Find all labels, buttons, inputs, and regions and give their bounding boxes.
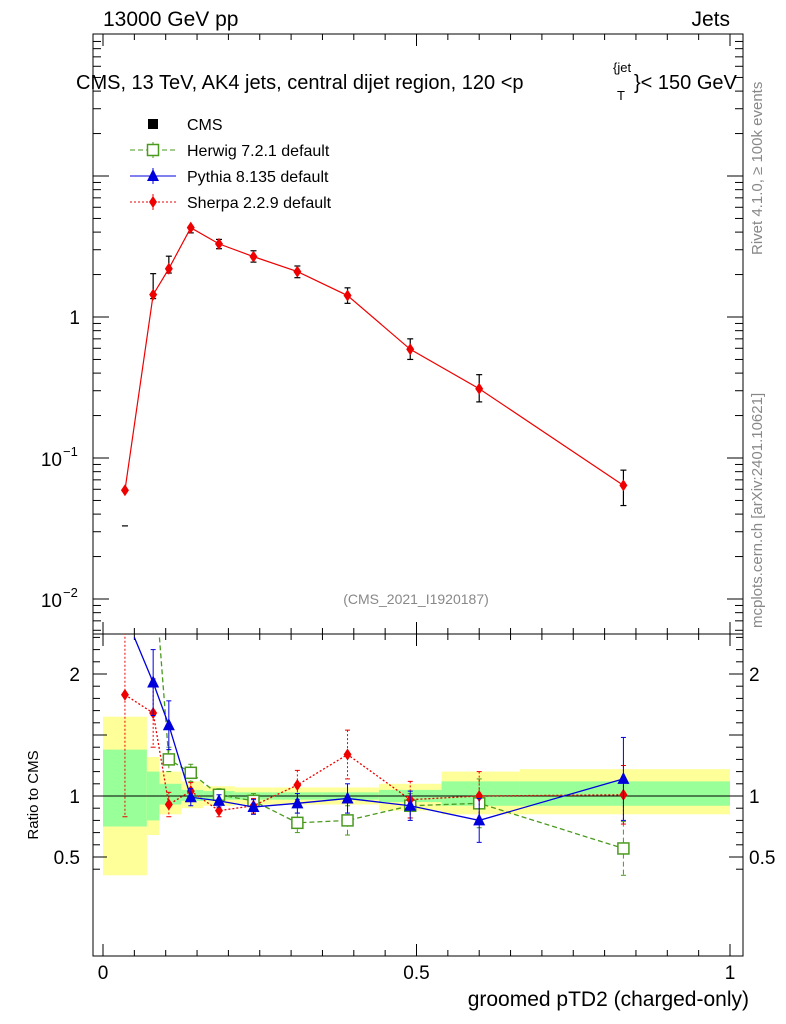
chart-title-subscript: T (617, 88, 625, 103)
y-tick-label: 10 (41, 450, 62, 471)
pythia-ratio-point (291, 796, 304, 809)
legend: CMS Herwig 7.2.1 default Pythia 8.135 defa… (130, 117, 332, 212)
sherpa-ratio-point (475, 790, 484, 802)
pythia-ratio-point (162, 718, 175, 731)
ratio-y-tick-label-right: 1 (749, 787, 760, 808)
upper-series (120, 221, 628, 527)
legend-label: Pythia 8.135 default (187, 169, 329, 186)
legend-marker (148, 119, 158, 129)
mcplots-label: mcplots.cern.ch [arXiv:2401.10621] (749, 393, 766, 628)
rivet-version-label: Rivet 4.1.0, ≥ 100k events (749, 82, 766, 255)
chart-title: CMS, 13 TeV, AK4 jets, central dijet reg… (76, 72, 524, 94)
legend-marker (149, 196, 157, 208)
legend-label: CMS (187, 117, 223, 134)
sherpa-point (186, 221, 195, 234)
sherpa-point (249, 250, 258, 263)
sherpa-line (124, 226, 624, 491)
ratio-y-tick-label: 1 (69, 787, 80, 808)
sherpa-ratio-point (214, 804, 223, 817)
y-tick-label: 1 (69, 308, 80, 329)
pythia-ratio-point (404, 798, 417, 811)
axis-ticks (93, 34, 743, 956)
sherpa-point (293, 265, 302, 278)
y-tick-exponent: −2 (63, 585, 78, 600)
herwig-ratio-point (341, 814, 354, 827)
ratio-frame (92, 633, 744, 957)
sherpa-point (164, 262, 173, 275)
pythia-ratio-point (147, 675, 160, 688)
chart-title-superscript: {jet (613, 60, 631, 75)
pythia-ratio-point (341, 791, 354, 804)
sherpa-ratio-point (293, 779, 302, 792)
sherpa-ratio-point (120, 688, 129, 701)
sherpa-point (406, 343, 415, 356)
herwig-ratio-point (162, 753, 176, 766)
x-tick-label: 0 (98, 963, 109, 984)
header-left: 13000 GeV pp (103, 8, 239, 31)
ratio-y-tick-label: 2 (69, 665, 80, 686)
chart-title-tail: }< 150 GeV (634, 72, 738, 94)
sherpa-point (475, 382, 484, 395)
ratio-y-tick-label-right: 0.5 (749, 848, 775, 869)
ratio-y-tick-label: 0.5 (54, 848, 80, 869)
sherpa-point (120, 484, 129, 497)
x-tick-label: 0.5 (403, 963, 429, 984)
pythia-ratio-point (184, 790, 197, 803)
header-right: Jets (691, 8, 730, 31)
legend-marker (146, 143, 160, 157)
sherpa-ratio-point (343, 748, 352, 761)
herwig-ratio-line (158, 637, 624, 850)
ratio-y-tick-label-right: 2 (749, 665, 760, 686)
pythia-ratio-point (212, 793, 225, 806)
sherpa-point (214, 237, 223, 250)
y-tick-exponent: −1 (63, 444, 78, 459)
pythia-ratio-point (473, 813, 486, 826)
ratio-y-axis-label: Ratio to CMS (25, 750, 42, 839)
legend-marker (147, 169, 159, 181)
sherpa-point (149, 288, 158, 301)
analysis-watermark: (CMS_2021_I1920187) (343, 591, 489, 607)
pythia-ratio-point (247, 799, 260, 812)
herwig-ratio-point (291, 816, 304, 830)
band-inner-bin (159, 783, 182, 805)
legend-label: Sherpa 2.2.9 default (187, 195, 332, 212)
ratio-series (120, 634, 630, 876)
x-axis-label: groomed pTD2 (charged-only) (468, 988, 749, 1011)
x-tick-label: 1 (725, 963, 736, 984)
sherpa-point (343, 289, 352, 302)
y-tick-label: 10 (41, 591, 62, 612)
legend-label: Herwig 7.2.1 default (187, 143, 330, 160)
sherpa-ratio-point (164, 798, 173, 811)
herwig-ratio-point (617, 842, 630, 855)
herwig-ratio-point (184, 766, 198, 780)
pythia-ratio-point (617, 771, 630, 784)
sherpa-point (619, 479, 628, 492)
